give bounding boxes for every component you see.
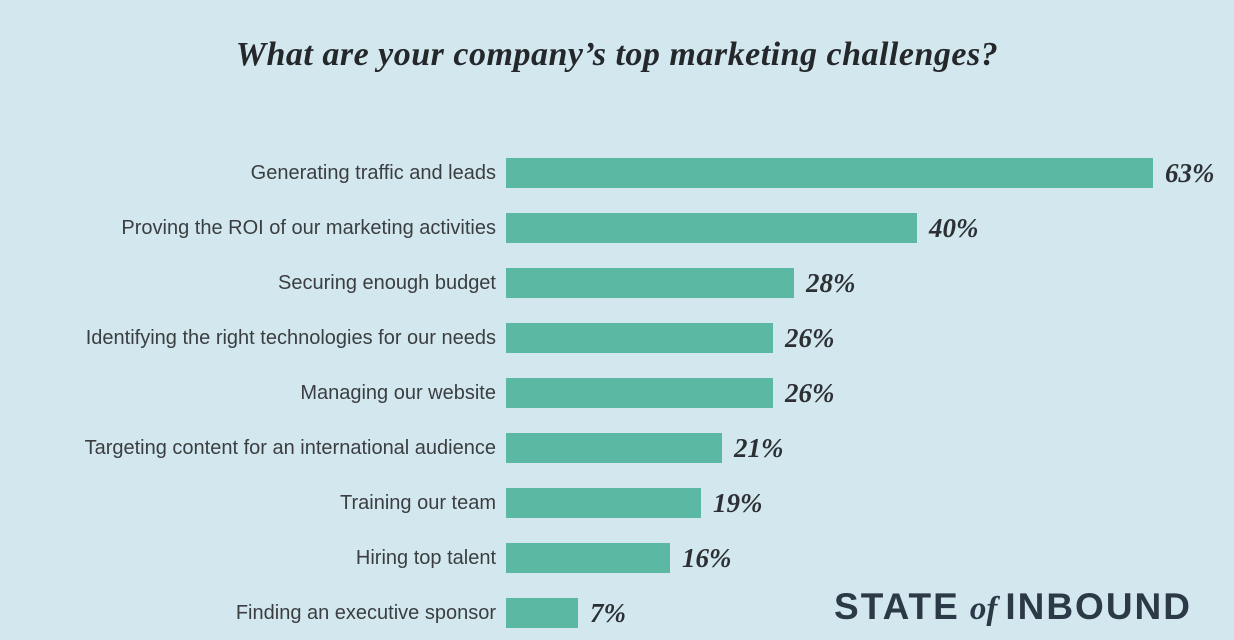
value-label: 26% <box>785 377 835 408</box>
bar <box>506 268 794 298</box>
bar <box>506 213 917 243</box>
category-label: Identifying the right technologies for o… <box>85 326 496 349</box>
value-label: 7% <box>590 597 626 628</box>
value-label: 63% <box>1165 157 1215 188</box>
value-label: 21% <box>734 432 784 463</box>
bars-area: Generating traffic and leads 63% Proving t… <box>0 158 1234 628</box>
category-label: Training our team <box>340 491 496 514</box>
category-label: Hiring top talent <box>355 546 496 569</box>
chart-title: What are your company’s top marketing ch… <box>235 36 999 73</box>
bar-row: Training our team 19% <box>0 488 1234 518</box>
bar <box>506 488 701 518</box>
bar <box>506 158 1153 188</box>
value-label: 28% <box>806 267 856 298</box>
bar-row: Targeting content for an international a… <box>0 433 1234 463</box>
bar <box>506 598 578 628</box>
value-label: 19% <box>713 487 763 518</box>
chart-page: { "title": "What are your company’s top … <box>0 36 1234 640</box>
value-label: 16% <box>682 542 732 573</box>
category-label: Managing our website <box>300 381 496 404</box>
value-label: 40% <box>929 212 979 243</box>
state-of-inbound-logo: STATE of INBOUND <box>834 586 1192 628</box>
category-label: Generating traffic and leads <box>250 161 496 184</box>
bar-row: Hiring top talent 16% <box>0 543 1234 573</box>
logo-word-of: of <box>969 591 998 627</box>
category-label: Proving the ROI of our marketing activit… <box>121 216 496 239</box>
logo-word-state: STATE <box>834 586 960 627</box>
logo-word-inbound: INBOUND <box>1005 586 1192 627</box>
bar <box>506 433 722 463</box>
category-label: Targeting content for an international a… <box>84 436 496 459</box>
value-label: 26% <box>785 322 835 353</box>
category-label: Securing enough budget <box>278 271 496 294</box>
bar <box>506 543 670 573</box>
bar <box>506 378 773 408</box>
bar-row: Identifying the right technologies for o… <box>0 323 1234 353</box>
bar-row: Proving the ROI of our marketing activit… <box>0 213 1234 243</box>
bar <box>506 323 773 353</box>
bar-row: Generating traffic and leads 63% <box>0 158 1234 188</box>
bar-row: Securing enough budget 28% <box>0 268 1234 298</box>
bar-row: Managing our website 26% <box>0 378 1234 408</box>
category-label: Finding an executive sponsor <box>235 601 496 624</box>
